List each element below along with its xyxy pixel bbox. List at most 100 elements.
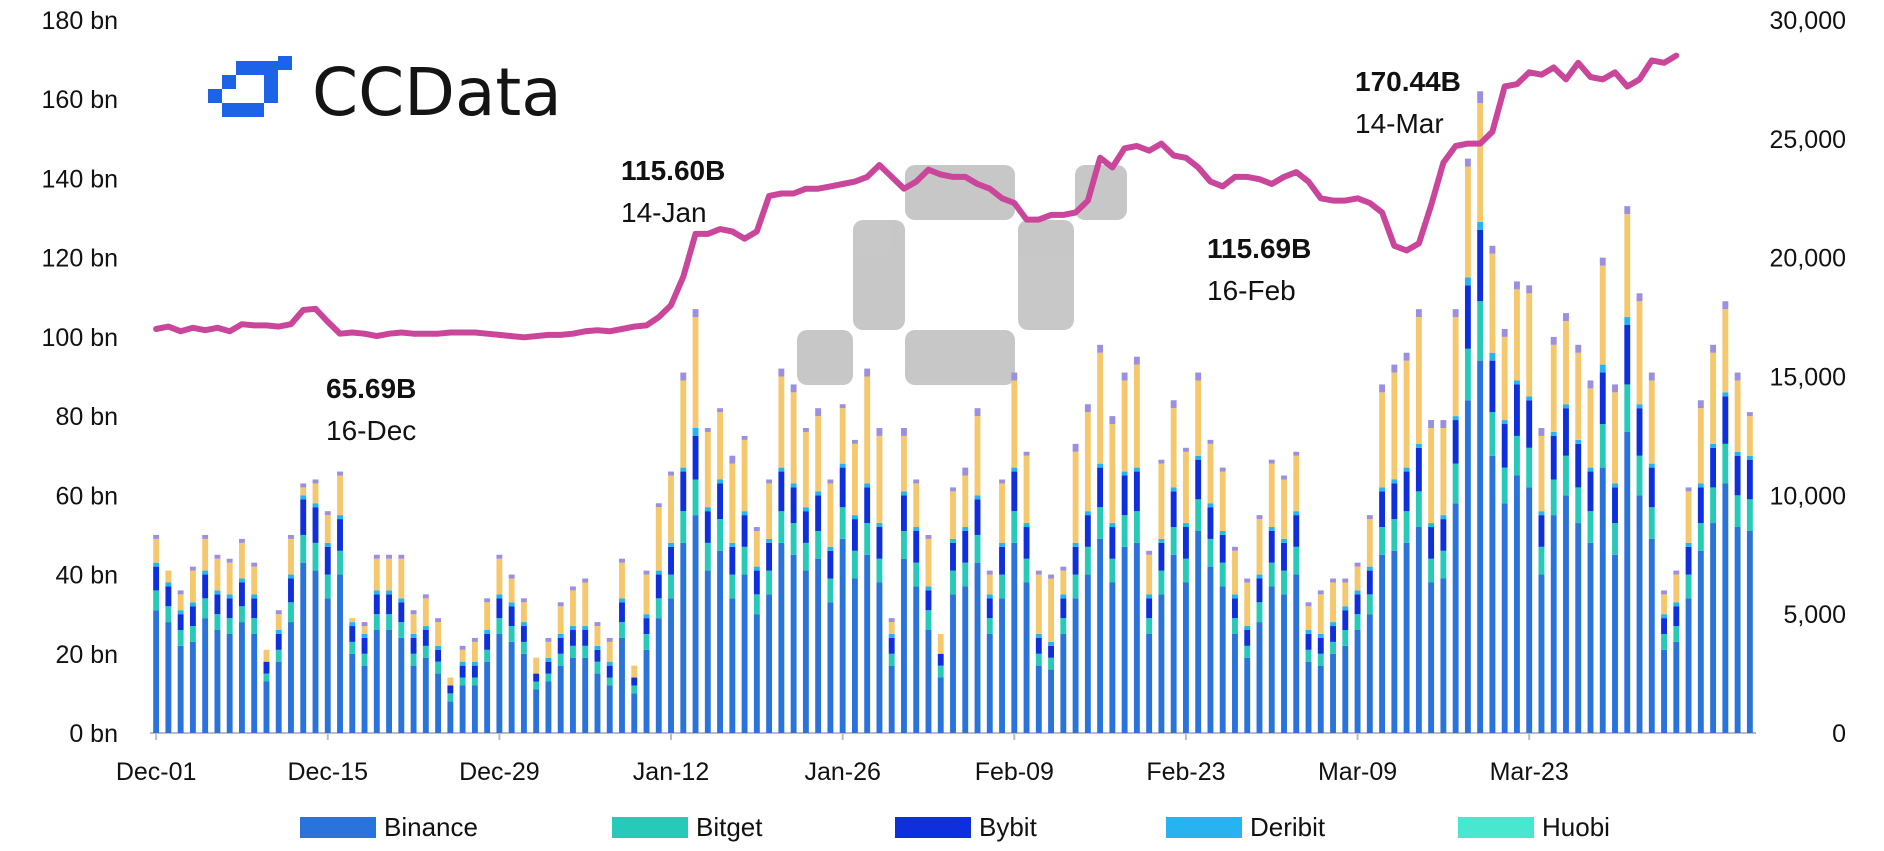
- bar-binance: [1391, 550, 1398, 733]
- bar-bitget: [545, 673, 552, 682]
- bar-binance: [1526, 487, 1533, 733]
- bar-top: [251, 562, 258, 567]
- bar-deribit: [1415, 443, 1422, 448]
- bar-other: [668, 475, 674, 543]
- bar-binance: [631, 693, 638, 733]
- bar-bitget: [1575, 487, 1582, 524]
- bar-bitget: [422, 645, 429, 658]
- bar-bybit: [619, 602, 625, 623]
- bar-top: [520, 598, 527, 603]
- bar-top: [239, 538, 245, 543]
- bar-bybit: [533, 673, 540, 682]
- bar-other: [692, 317, 699, 428]
- bar-binance: [1146, 633, 1153, 733]
- bar-bitget: [1293, 546, 1300, 575]
- bar-bybit: [864, 487, 871, 524]
- bar-top: [1232, 546, 1238, 551]
- bar-binance: [1182, 582, 1189, 733]
- bar-deribit: [189, 602, 196, 607]
- bar-deribit: [962, 527, 969, 531]
- y-left-tick-label: 160 bn: [42, 86, 118, 114]
- annotations: 65.69B 16-Dec 115.60B 14-Jan 115.69B 16-Feb 17…: [326, 66, 1461, 446]
- legend-swatch: [300, 817, 376, 838]
- bar-bybit: [275, 633, 282, 650]
- annotation-value: 115.60B: [621, 155, 725, 186]
- x-tick-label: Dec-15: [287, 758, 368, 786]
- bar-other: [753, 530, 760, 567]
- bar-other: [520, 602, 527, 623]
- legend: Binance Bitget Bybit Deribit Huobi: [300, 812, 1700, 846]
- bar-deribit: [557, 633, 564, 638]
- bar-other: [901, 435, 907, 492]
- bar-bitget: [410, 653, 417, 666]
- bar-deribit: [1464, 277, 1471, 286]
- bar-deribit: [1746, 455, 1753, 460]
- bar-bitget: [153, 590, 160, 611]
- bar-deribit: [520, 622, 527, 627]
- bar-deribit: [790, 483, 797, 488]
- bar-deribit: [1599, 364, 1606, 373]
- bar-bybit: [1636, 408, 1643, 456]
- bar-bitget: [925, 610, 932, 631]
- bar-deribit: [177, 610, 184, 615]
- legend-item-bitget: Bitget: [612, 812, 763, 843]
- bar-deribit: [324, 542, 331, 547]
- bar-bybit: [1575, 443, 1582, 488]
- bar-binance: [386, 630, 392, 733]
- bar-binance: [1219, 586, 1226, 733]
- bar-deribit: [827, 546, 834, 551]
- bar-binance: [288, 622, 294, 733]
- bar-top: [1011, 372, 1018, 381]
- bar-deribit: [570, 626, 576, 631]
- bar-other: [1366, 519, 1373, 567]
- bar-other: [288, 538, 294, 575]
- bar-top: [1624, 206, 1631, 215]
- bar-binance: [1256, 622, 1263, 733]
- bar-deribit: [643, 614, 650, 619]
- bar-bitget: [533, 681, 540, 690]
- bar-bybit: [153, 566, 160, 591]
- bar-bitget: [704, 542, 711, 571]
- bar-bitget: [1661, 633, 1667, 650]
- bar-other: [165, 570, 172, 583]
- bar-bitget: [349, 641, 356, 654]
- bar-deribit: [1526, 396, 1533, 401]
- bar-bybit: [1697, 487, 1704, 524]
- bar-series: [153, 91, 1753, 733]
- bar-bitget: [913, 562, 920, 587]
- bar-binance: [422, 657, 429, 733]
- bar-deribit: [1734, 451, 1741, 456]
- bar-deribit: [1281, 538, 1287, 543]
- legend-item-deribit: Deribit: [1166, 812, 1325, 843]
- bar-binance: [1501, 503, 1508, 733]
- bar-other: [398, 558, 405, 599]
- bar-bybit: [937, 653, 944, 666]
- bar-bitget: [1710, 487, 1717, 524]
- bar-top: [1354, 562, 1361, 567]
- bar-bitget: [582, 645, 589, 658]
- bar-deribit: [1035, 633, 1042, 638]
- bar-deribit: [1710, 443, 1717, 448]
- bar-top: [1121, 372, 1128, 381]
- bar-deribit: [986, 594, 993, 599]
- bar-bybit: [1550, 435, 1557, 480]
- bar-deribit: [704, 507, 711, 512]
- bar-bitget: [1452, 463, 1459, 504]
- bar-bitget: [888, 653, 895, 666]
- bar-binance: [1023, 582, 1030, 733]
- bar-bitget: [398, 622, 405, 638]
- bar-top: [386, 554, 392, 559]
- bar-top: [876, 427, 883, 436]
- bar-deribit: [214, 590, 221, 595]
- bar-bitget: [1268, 562, 1275, 587]
- bar-bitget: [1035, 653, 1042, 666]
- bar-other: [1477, 103, 1484, 223]
- bar-binance: [582, 657, 589, 733]
- bar-bybit: [484, 633, 491, 650]
- bar-other: [619, 562, 625, 599]
- bar-bybit: [643, 618, 650, 634]
- bar-deribit: [1207, 503, 1214, 508]
- bar-bitget: [1514, 435, 1520, 476]
- bar-top: [1072, 443, 1079, 452]
